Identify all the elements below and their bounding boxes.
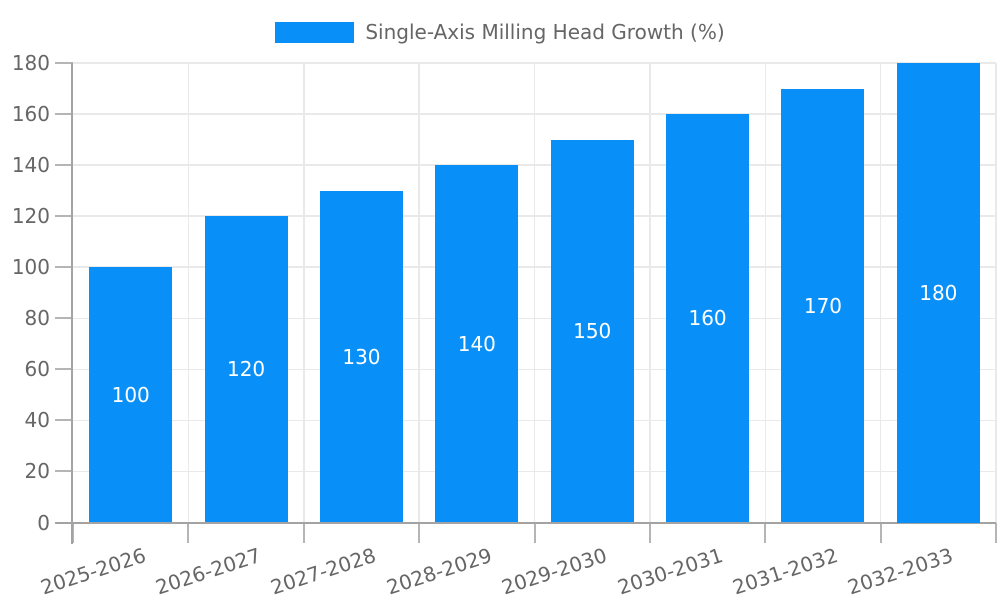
x-axis-tick — [764, 522, 767, 543]
y-axis-tick-label: 180 — [11, 51, 50, 75]
y-axis-tick — [55, 470, 73, 473]
y-axis-tick-label: 20 — [24, 459, 50, 484]
gridline-v — [764, 63, 766, 523]
gridline-v — [533, 63, 536, 523]
gridline-v — [879, 63, 882, 523]
bar[interactable] — [89, 267, 173, 523]
bar-value-label: 180 — [919, 280, 958, 305]
bar-value-label: 140 — [457, 331, 496, 356]
legend-label: Single-Axis Milling Head Growth (%) — [365, 20, 725, 44]
x-axis-line — [55, 522, 996, 524]
y-axis-tick-label: 60 — [24, 357, 50, 382]
x-axis-tick — [302, 522, 305, 543]
legend-swatch — [275, 21, 355, 43]
y-axis-line — [71, 63, 73, 544]
y-axis-tick-label: 120 — [11, 204, 50, 229]
y-axis-tick-label: 140 — [11, 153, 50, 178]
y-axis-tick-label: 0 — [37, 510, 50, 535]
y-axis-tick — [55, 419, 73, 422]
bar-value-label: 170 — [803, 293, 843, 318]
y-axis-tick-label: 160 — [11, 102, 50, 127]
bar[interactable] — [666, 114, 750, 523]
x-axis-tick — [72, 522, 74, 543]
gridline-v — [418, 63, 420, 523]
y-axis-tick — [55, 215, 73, 218]
y-axis-tick — [55, 62, 73, 64]
y-axis-tick-label: 80 — [24, 306, 50, 331]
bar-value-label: 160 — [688, 306, 727, 331]
x-axis-tick — [187, 522, 190, 543]
x-axis-tick — [648, 522, 651, 543]
bar[interactable] — [781, 88, 865, 523]
y-axis-tick — [55, 266, 73, 269]
x-axis-tick — [879, 522, 882, 543]
y-axis-tick — [55, 113, 73, 116]
x-axis-tick — [418, 522, 421, 543]
y-axis-tick — [55, 368, 73, 371]
y-axis-tick — [55, 317, 73, 320]
y-axis-tick-label: 40 — [24, 408, 50, 433]
legend[interactable]: Single-Axis Milling Head Growth (%) — [0, 20, 1000, 44]
bar[interactable] — [435, 165, 519, 523]
x-axis-tick — [533, 522, 536, 543]
gridline-v — [649, 63, 651, 523]
gridline-v — [303, 63, 305, 523]
y-axis-tick-label: 100 — [11, 255, 50, 280]
bar-value-label: 130 — [342, 344, 381, 369]
gridline-v — [187, 63, 190, 523]
gridline-v — [995, 63, 997, 523]
bar-value-label: 150 — [573, 319, 612, 344]
x-axis-tick — [995, 522, 997, 543]
bar[interactable] — [204, 216, 288, 523]
bar[interactable] — [319, 190, 403, 523]
bar[interactable] — [896, 63, 980, 523]
bar-value-label: 120 — [226, 357, 266, 382]
bar[interactable] — [550, 139, 634, 523]
y-axis-tick — [55, 164, 73, 167]
bar-value-label: 100 — [111, 382, 150, 407]
